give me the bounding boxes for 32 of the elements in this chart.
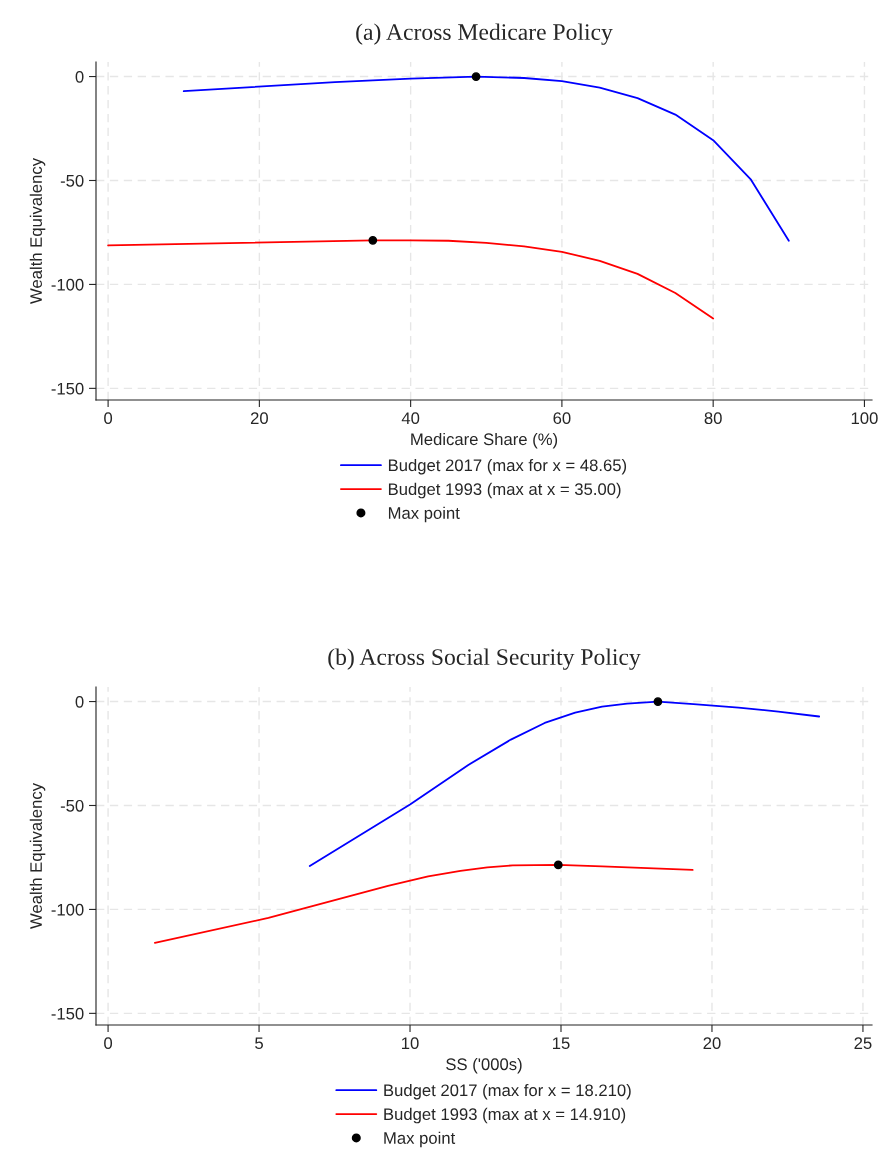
x-tick-label: 20 (703, 1037, 721, 1050)
y-axis-title: Wealth Equivalency (29, 782, 46, 929)
x-axis-title: Medicare Share (%) (411, 432, 558, 449)
chart-title: (b) Across Social Security Policy (328, 648, 641, 670)
legend-label: Budget 1993 (max at x = 14.910) (384, 1107, 626, 1124)
x-tick-label: 15 (553, 1037, 570, 1050)
y-tick-label: 0 (75, 70, 84, 83)
y-tick-label: -150 (51, 382, 84, 395)
x-tick-label: 10 (402, 1037, 419, 1050)
legend-label: Max point (388, 506, 460, 523)
y-tick-label: -100 (51, 278, 84, 291)
x-tick-label: 20 (250, 412, 268, 425)
x-tick-label: 25 (854, 1037, 872, 1050)
chart-title: (a) Across Medicare Policy (356, 23, 613, 45)
x-tick-label: 40 (401, 412, 420, 425)
y-axis-title: Wealth Equivalency (29, 157, 46, 304)
legend-label: Budget 2017 (max for x = 48.65) (388, 458, 627, 475)
x-tick-label: 5 (255, 1037, 263, 1050)
x-tick-label: 0 (104, 1037, 113, 1050)
x-tick-label: 0 (104, 412, 113, 425)
legend-label: Budget 2017 (max for x = 18.210) (384, 1083, 631, 1100)
legend-label: Max point (384, 1131, 456, 1148)
y-tick-label: -150 (51, 1007, 84, 1020)
y-tick-label: -100 (51, 903, 84, 916)
x-tick-label: 100 (851, 412, 878, 425)
y-tick-label: 0 (75, 695, 84, 708)
x-tick-label: 60 (553, 412, 571, 425)
x-tick-label: 80 (704, 412, 722, 425)
x-axis-title: SS ('000s) (446, 1057, 522, 1074)
y-tick-label: -50 (60, 174, 84, 187)
y-tick-label: -50 (60, 799, 84, 812)
legend-label: Budget 1993 (max at x = 35.00) (388, 482, 621, 499)
